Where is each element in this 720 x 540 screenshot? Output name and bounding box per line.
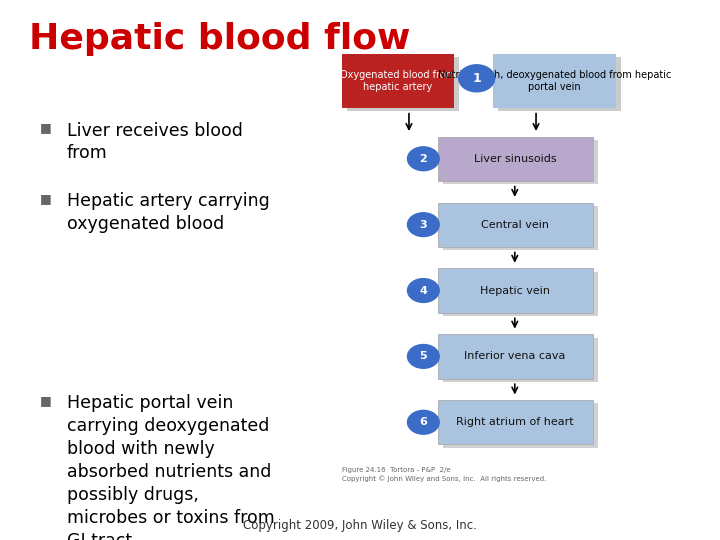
FancyBboxPatch shape xyxy=(347,57,459,111)
Text: ■: ■ xyxy=(40,192,51,205)
FancyBboxPatch shape xyxy=(443,140,598,184)
FancyBboxPatch shape xyxy=(438,268,593,313)
Circle shape xyxy=(408,410,439,434)
Text: Central vein: Central vein xyxy=(481,220,549,229)
Text: 6: 6 xyxy=(420,417,427,427)
FancyBboxPatch shape xyxy=(438,137,593,181)
FancyBboxPatch shape xyxy=(498,57,621,111)
Circle shape xyxy=(408,147,439,171)
Text: Inferior vena cava: Inferior vena cava xyxy=(464,352,566,361)
Text: Liver receives blood
from: Liver receives blood from xyxy=(67,122,243,163)
Text: 3: 3 xyxy=(420,220,427,229)
FancyBboxPatch shape xyxy=(443,403,598,448)
Text: Liver sinusoids: Liver sinusoids xyxy=(474,154,557,164)
Circle shape xyxy=(408,213,439,237)
Text: 5: 5 xyxy=(420,352,427,361)
Text: Oxygenated blood from
hepatic artery: Oxygenated blood from hepatic artery xyxy=(341,70,455,92)
FancyBboxPatch shape xyxy=(493,54,616,108)
Text: Hepatic blood flow: Hepatic blood flow xyxy=(29,22,410,56)
Text: ■: ■ xyxy=(40,394,51,407)
Text: 1: 1 xyxy=(472,72,481,85)
Text: ■: ■ xyxy=(40,122,51,134)
FancyBboxPatch shape xyxy=(438,334,593,379)
FancyBboxPatch shape xyxy=(443,338,598,382)
Circle shape xyxy=(459,65,495,92)
FancyBboxPatch shape xyxy=(443,206,598,250)
Text: 4: 4 xyxy=(420,286,427,295)
Text: Hepatic portal vein
carrying deoxygenated
blood with newly
absorbed nutrients an: Hepatic portal vein carrying deoxygenate… xyxy=(67,394,275,540)
FancyBboxPatch shape xyxy=(438,400,593,444)
Text: Copyright 2009, John Wiley & Sons, Inc.: Copyright 2009, John Wiley & Sons, Inc. xyxy=(243,519,477,532)
Text: Right atrium of heart: Right atrium of heart xyxy=(456,417,574,427)
Text: Hepatic vein: Hepatic vein xyxy=(480,286,550,295)
Text: Hepatic artery carrying
oxygenated blood: Hepatic artery carrying oxygenated blood xyxy=(67,192,270,233)
Circle shape xyxy=(408,345,439,368)
Text: 2: 2 xyxy=(420,154,427,164)
FancyBboxPatch shape xyxy=(443,272,598,316)
FancyBboxPatch shape xyxy=(342,54,454,108)
Circle shape xyxy=(408,279,439,302)
Text: Nutrient-rich, deoxygenated blood from hepatic
portal vein: Nutrient-rich, deoxygenated blood from h… xyxy=(438,70,671,92)
Text: Figure 24.16  Tortora - P&P  2/e
Copyright © John Wiley and Sons, Inc.  All righ: Figure 24.16 Tortora - P&P 2/e Copyright… xyxy=(342,467,546,482)
FancyBboxPatch shape xyxy=(438,202,593,247)
